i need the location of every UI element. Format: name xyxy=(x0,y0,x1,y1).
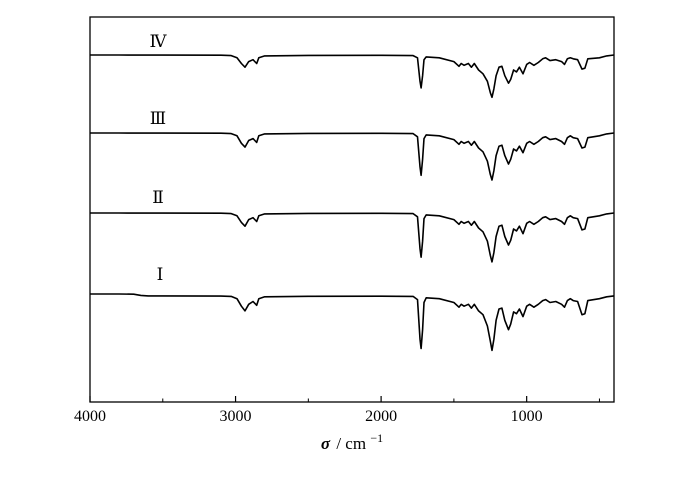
series-layer xyxy=(90,54,615,352)
series-line-3 xyxy=(90,212,615,263)
series-label-3: Ⅱ xyxy=(152,188,164,207)
series-line-1 xyxy=(90,54,615,99)
series-label-4: Ⅰ xyxy=(157,265,164,284)
x-axis-unit: / cm xyxy=(336,434,366,453)
x-tick-label: 4000 xyxy=(74,408,106,425)
series-labels: Ⅳ Ⅲ Ⅱ Ⅰ xyxy=(150,32,168,284)
x-tick-label: 1000 xyxy=(511,408,543,425)
x-axis-symbol: σ xyxy=(321,434,331,453)
series-label-1: Ⅳ xyxy=(150,32,168,51)
x-axis-exponent: −1 xyxy=(370,431,383,445)
series-line-2 xyxy=(90,132,615,181)
x-axis-ticks: 4000 3000 2000 1000 xyxy=(74,396,600,425)
series-line-4 xyxy=(90,293,615,352)
x-tick-label: 2000 xyxy=(365,408,397,425)
plot-frame xyxy=(89,16,615,403)
x-axis-label: σ / cm −1 xyxy=(321,431,383,453)
series-label-2: Ⅲ xyxy=(150,109,166,128)
x-tick-label: 3000 xyxy=(220,408,252,425)
